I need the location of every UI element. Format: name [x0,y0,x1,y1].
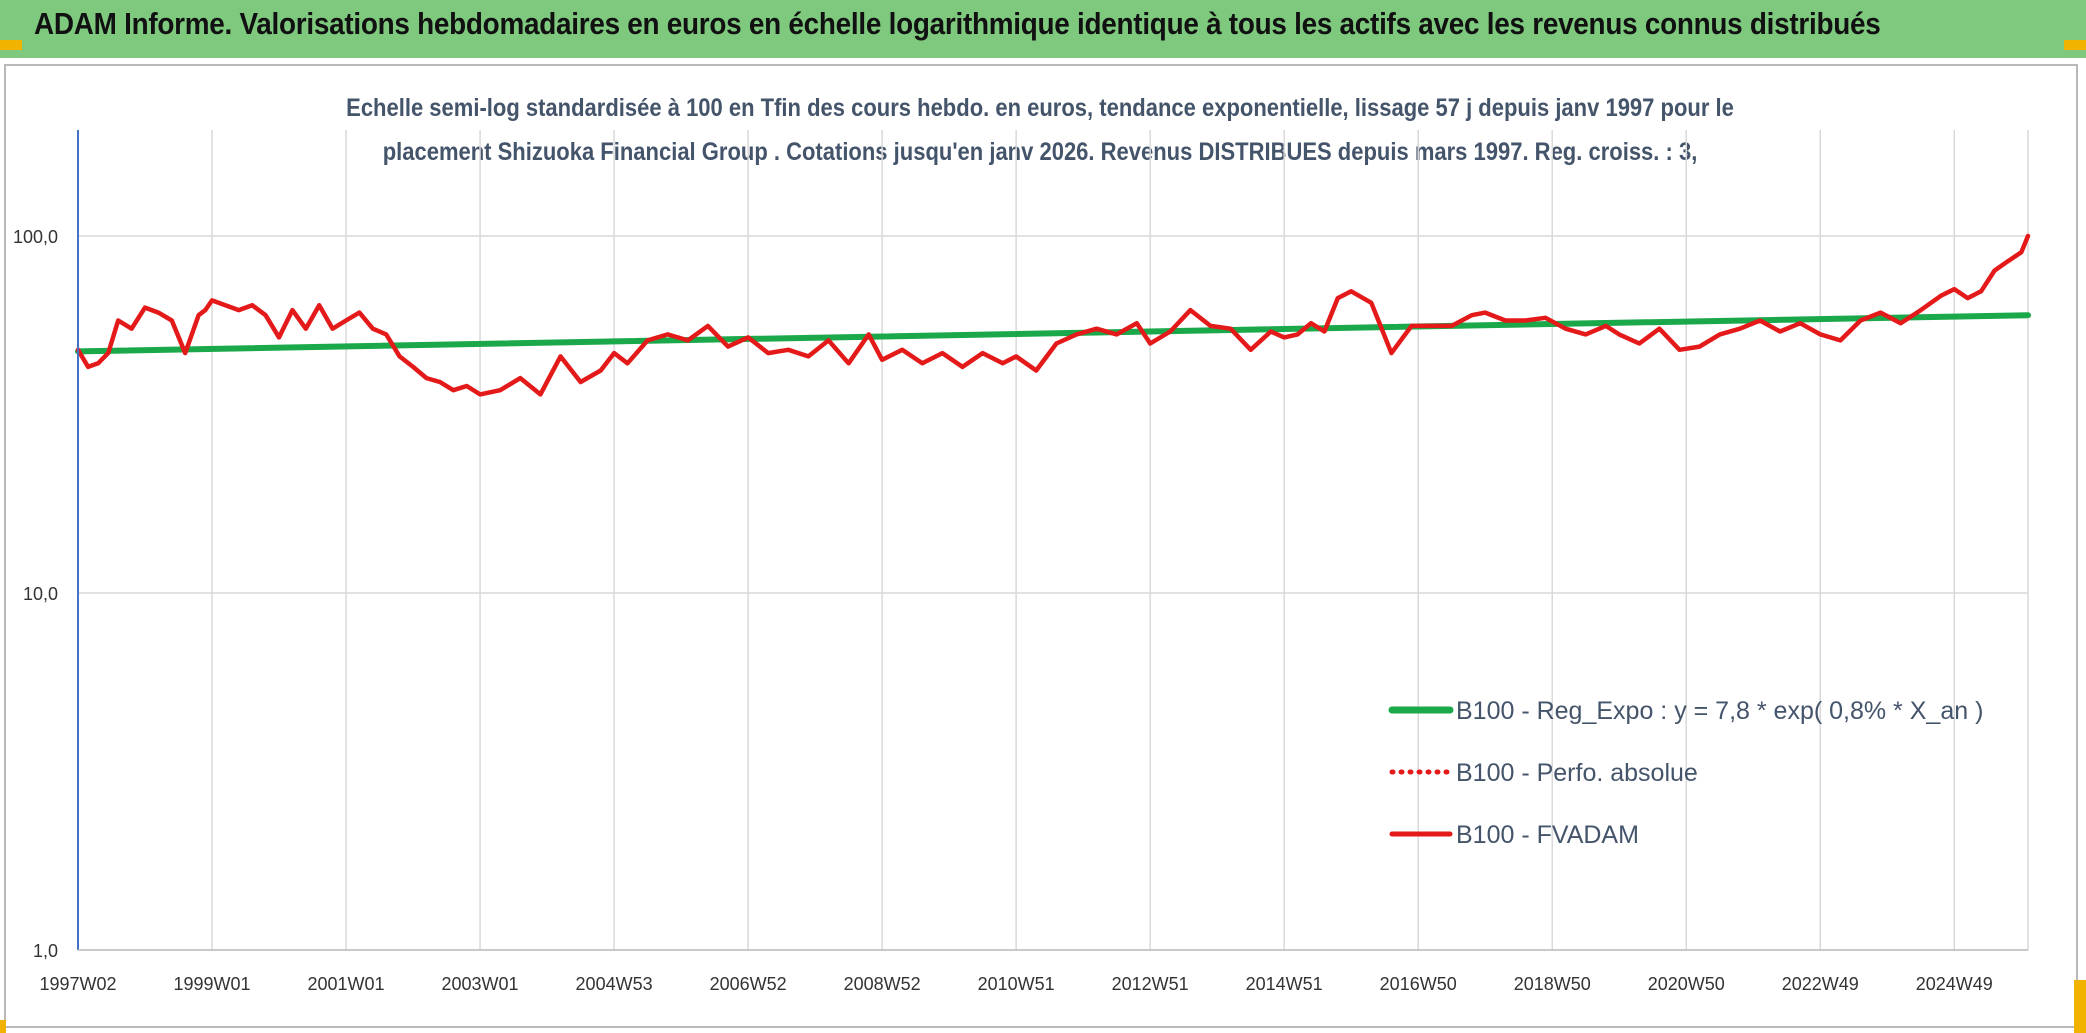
legend: B100 - Reg_Expo : y = 7,8 * exp( 0,8% * … [1388,697,1983,849]
report-title: ADAM Informe. Valorisations hebdomadaire… [34,6,1881,41]
x-tick-label: 2018W50 [1514,974,1591,994]
legend-label: B100 - Perfo. absolue [1456,759,1698,787]
report-header: ADAM Informe. Valorisations hebdomadaire… [0,0,2086,58]
x-tick-label: 2003W01 [442,974,519,994]
x-tick-label: 2012W51 [1112,974,1189,994]
x-tick-label: 2024W49 [1916,974,1993,994]
legend-label: B100 - Reg_Expo : y = 7,8 * exp( 0,8% * … [1456,697,1983,725]
corner-accent-bottom-right [2074,980,2086,1033]
series-layer [75,233,2031,397]
x-tick-label: 2004W53 [576,974,653,994]
grid-layer [78,130,2029,951]
y-tick-label: 1,0 [33,941,58,961]
axis-layer: 100,0 10,0 1,0 1997W02 1999W01 2001W01 2003W01… [13,130,2028,994]
y-tick-label: 10,0 [23,584,58,604]
x-tick-label: 2022W49 [1782,974,1859,994]
x-tick-label: 2014W51 [1246,974,1323,994]
x-tick-label: 2006W52 [710,974,787,994]
legend-label: B100 - FVADAM [1456,821,1639,849]
chart-title-line-1: Echelle semi-log standardisée à 100 en T… [346,94,1734,122]
x-tick-label: 2020W50 [1648,974,1725,994]
chart-title-line-2: placement Shizuoka Financial Group . Cot… [382,138,1698,166]
x-tick-label: 2008W52 [844,974,921,994]
series-line-3 [75,233,2031,397]
corner-accent-left [0,40,22,50]
y-tick-label: 100,0 [13,227,58,247]
chart-panel [4,64,2078,1028]
series-line-1 [75,312,2031,355]
x-tick-label: 1999W01 [173,974,250,994]
x-tick-label: 1997W02 [39,974,116,994]
chart-title: Echelle semi-log standardisée à 100 en T… [200,86,1880,174]
corner-accent-right [2064,40,2086,50]
corner-accent-bottom-left [0,1020,6,1033]
x-tick-label: 2016W50 [1380,974,1457,994]
x-tick-label: 2010W51 [978,974,1055,994]
x-tick-label: 2001W01 [308,974,385,994]
